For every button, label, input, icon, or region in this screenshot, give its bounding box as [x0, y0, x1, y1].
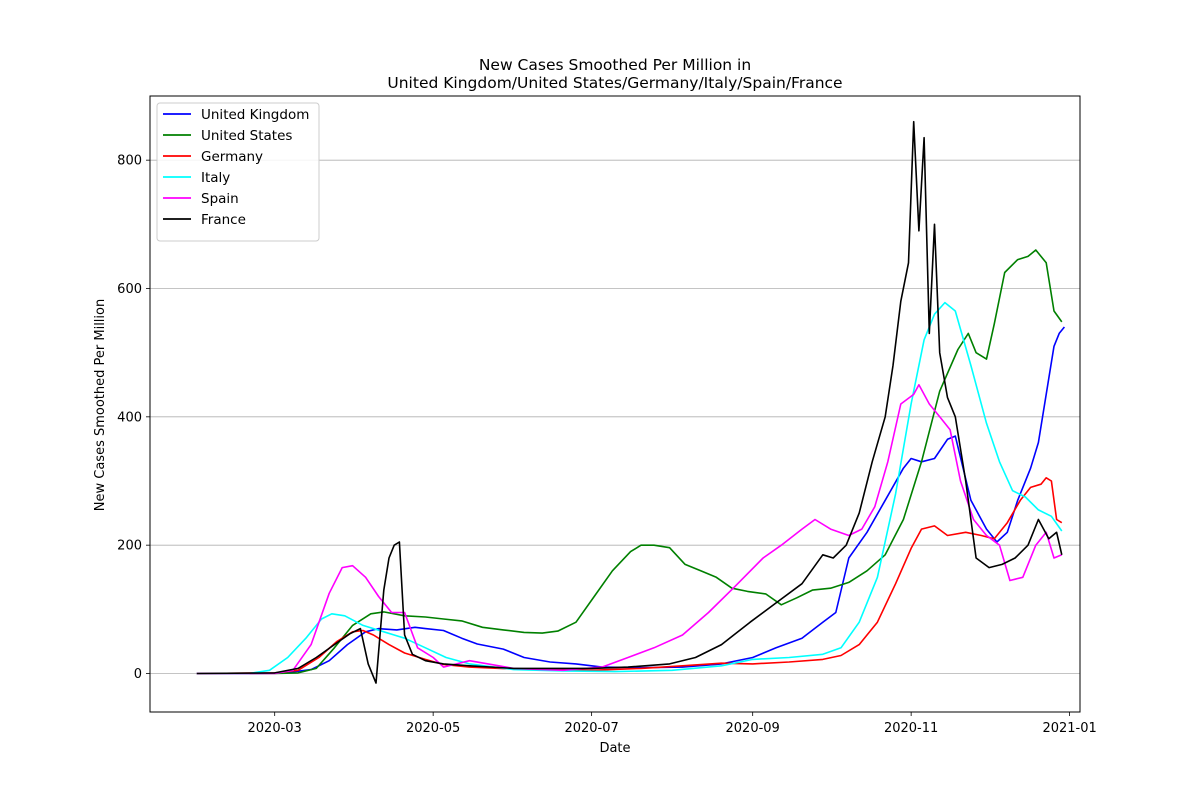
plot-area-frame	[149, 95, 1081, 713]
series-line-germany	[196, 476, 1063, 675]
series-line-united-states	[196, 249, 1063, 675]
y-axis-label: New Cases Smoothed Per Million	[93, 299, 108, 511]
chart-subtitle: United Kingdom/United States/Germany/Ita…	[387, 74, 842, 92]
x-axis-label: Date	[599, 741, 630, 756]
series-line-france	[196, 120, 1063, 684]
y-tick-label: 0	[134, 667, 142, 682]
y-axis-ticks: 0 200 400 600 800	[117, 154, 150, 682]
chart-title: New Cases Smoothed Per Million in	[479, 56, 751, 74]
y-tick-label: 600	[117, 282, 142, 297]
legend-box	[156, 102, 320, 242]
legend-label: Spain	[201, 191, 239, 207]
x-tick-label: 2020-07	[564, 721, 618, 736]
x-tick-label: 2020-05	[406, 721, 460, 736]
y-tick-label: 800	[117, 154, 142, 169]
series-line-italy	[196, 301, 1063, 675]
legend-label: United Kingdom	[201, 107, 309, 123]
series-line-spain	[196, 383, 1063, 675]
legend: United Kingdom United States Germany Italy S…	[156, 102, 320, 242]
y-tick-label: 400	[117, 410, 142, 425]
legend-label: Italy	[201, 170, 230, 186]
y-tick-label: 200	[117, 539, 142, 554]
x-tick-label: 2021-01	[1042, 721, 1096, 736]
legend-label: France	[201, 212, 246, 228]
legend-label: United States	[201, 128, 292, 144]
series-line-united-kingdom	[196, 326, 1066, 675]
x-tick-label: 2020-03	[248, 721, 302, 736]
x-tick-label: 2020-09	[726, 721, 780, 736]
grid-lines	[150, 159, 1080, 674]
x-axis-ticks: 2020-03 2020-05 2020-07 2020-09 2020-11 2021-…	[248, 712, 1097, 736]
x-tick-label: 2020-11	[884, 721, 938, 736]
series-lines	[196, 120, 1066, 684]
legend-label: Germany	[201, 149, 263, 165]
